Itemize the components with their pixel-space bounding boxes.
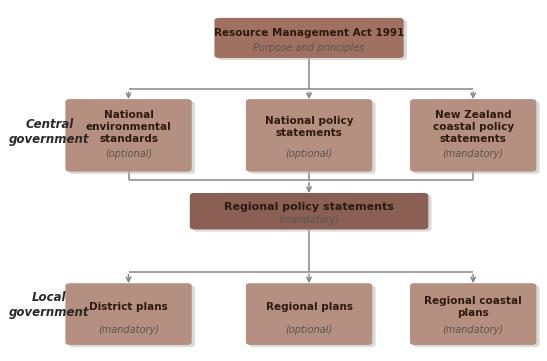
Text: (mandatory): (mandatory) xyxy=(98,325,159,335)
FancyBboxPatch shape xyxy=(69,285,195,347)
Text: Local
government: Local government xyxy=(9,291,90,319)
Text: District plans: District plans xyxy=(89,302,168,312)
Text: (mandatory): (mandatory) xyxy=(278,215,340,225)
FancyBboxPatch shape xyxy=(69,101,195,174)
FancyBboxPatch shape xyxy=(410,283,536,345)
Text: Regional policy statements: Regional policy statements xyxy=(224,202,394,212)
FancyBboxPatch shape xyxy=(249,101,375,174)
FancyBboxPatch shape xyxy=(249,285,375,347)
Text: Central
government: Central government xyxy=(9,118,90,146)
FancyBboxPatch shape xyxy=(193,195,432,232)
Text: (optional): (optional) xyxy=(286,325,333,335)
Text: Regional plans: Regional plans xyxy=(265,302,353,312)
Text: Regional coastal
plans: Regional coastal plans xyxy=(424,296,522,318)
FancyBboxPatch shape xyxy=(414,285,539,347)
Text: National
environmental
standards: National environmental standards xyxy=(86,110,171,144)
Text: (mandatory): (mandatory) xyxy=(443,325,504,335)
FancyBboxPatch shape xyxy=(410,99,536,172)
FancyBboxPatch shape xyxy=(246,99,372,172)
FancyBboxPatch shape xyxy=(218,20,407,60)
Text: National policy
statements: National policy statements xyxy=(265,116,353,138)
Text: Purpose and principles: Purpose and principles xyxy=(253,43,365,52)
FancyBboxPatch shape xyxy=(214,18,404,58)
FancyBboxPatch shape xyxy=(66,99,191,172)
Text: New Zealand
coastal policy
statements: New Zealand coastal policy statements xyxy=(433,110,514,144)
FancyBboxPatch shape xyxy=(414,101,539,174)
Text: Resource Management Act 1991: Resource Management Act 1991 xyxy=(214,29,404,39)
Text: (optional): (optional) xyxy=(105,149,152,159)
FancyBboxPatch shape xyxy=(66,283,191,345)
FancyBboxPatch shape xyxy=(190,193,428,230)
Text: (optional): (optional) xyxy=(286,149,333,159)
FancyBboxPatch shape xyxy=(246,283,372,345)
Text: (mandatory): (mandatory) xyxy=(443,149,504,159)
